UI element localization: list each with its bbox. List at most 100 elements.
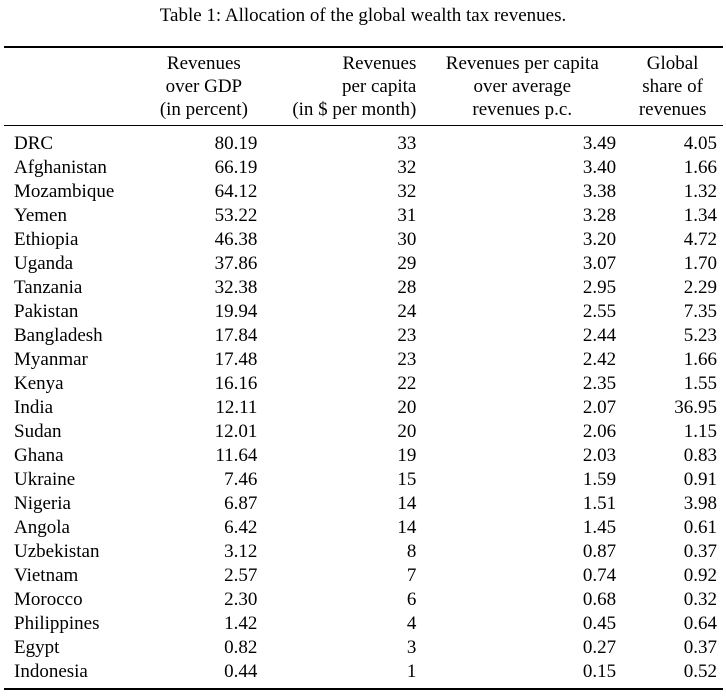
table-row: Uzbekistan 3.12 8 0.87 0.37 bbox=[4, 540, 723, 564]
header-global-share: Global share of revenues bbox=[638, 53, 707, 120]
cell-revenues-per-capita: 29 bbox=[397, 253, 417, 274]
cell-revenues-ratio: 0.27 bbox=[582, 637, 617, 658]
cell-global-share: 0.91 bbox=[683, 469, 717, 490]
cell-revenues-ratio: 3.40 bbox=[582, 157, 617, 178]
cell-revenues-per-capita: 19 bbox=[397, 445, 417, 466]
cell-revenues-over-gdp: 53.22 bbox=[214, 205, 258, 226]
cell-global-share: 7.35 bbox=[683, 301, 717, 322]
cell-country: Kenya bbox=[14, 373, 64, 394]
cell-global-share: 1.15 bbox=[683, 421, 717, 442]
cell-revenues-per-capita: 20 bbox=[397, 397, 417, 418]
cell-revenues-ratio: 1.45 bbox=[582, 517, 617, 538]
cell-revenues-over-gdp: 64.12 bbox=[214, 181, 258, 202]
table-row: Morocco 2.30 6 0.68 0.32 bbox=[4, 588, 723, 612]
cell-revenues-ratio: 3.38 bbox=[582, 181, 617, 202]
cell-revenues-ratio: 2.03 bbox=[582, 445, 617, 466]
cell-revenues-ratio: 2.42 bbox=[582, 349, 617, 370]
cell-revenues-over-gdp: 37.86 bbox=[214, 253, 258, 274]
cell-revenues-ratio: 0.74 bbox=[582, 565, 617, 586]
table-row: Yemen 53.22 31 3.28 1.34 bbox=[4, 204, 723, 228]
cell-revenues-over-gdp: 6.87 bbox=[224, 493, 258, 514]
cell-revenues-over-gdp: 17.84 bbox=[214, 325, 258, 346]
cell-global-share: 3.98 bbox=[683, 493, 717, 514]
cell-revenues-over-gdp: 0.44 bbox=[224, 661, 258, 682]
cell-revenues-per-capita: 28 bbox=[397, 277, 417, 298]
cell-global-share: 0.37 bbox=[683, 637, 717, 658]
cell-revenues-ratio: 1.59 bbox=[582, 469, 617, 490]
cell-global-share: 2.29 bbox=[683, 277, 717, 298]
table-row: Uganda 37.86 29 3.07 1.70 bbox=[4, 252, 723, 276]
cell-revenues-over-gdp: 16.16 bbox=[214, 373, 258, 394]
cell-revenues-per-capita: 7 bbox=[406, 565, 417, 586]
cell-revenues-per-capita: 8 bbox=[406, 541, 417, 562]
cell-global-share: 1.66 bbox=[683, 349, 717, 370]
cell-country: Yemen bbox=[14, 205, 67, 226]
table-row: DRC 80.19 33 3.49 4.05 bbox=[4, 126, 723, 157]
cell-country: Morocco bbox=[14, 589, 83, 610]
cell-revenues-per-capita: 6 bbox=[406, 589, 417, 610]
table-row: Ukraine 7.46 15 1.59 0.91 bbox=[4, 468, 723, 492]
cell-country: Sudan bbox=[14, 421, 62, 442]
cell-revenues-per-capita: 20 bbox=[397, 421, 417, 442]
cell-country: Vietnam bbox=[14, 565, 79, 586]
cell-global-share: 0.64 bbox=[683, 613, 717, 634]
cell-country: Pakistan bbox=[14, 301, 79, 322]
cell-revenues-ratio: 2.44 bbox=[582, 325, 617, 346]
cell-global-share: 4.72 bbox=[683, 229, 717, 250]
table-row: Mozambique 64.12 32 3.38 1.32 bbox=[4, 180, 723, 204]
cell-revenues-over-gdp: 19.94 bbox=[214, 301, 258, 322]
cell-revenues-ratio: 3.20 bbox=[582, 229, 617, 250]
cell-revenues-per-capita: 1 bbox=[406, 661, 417, 682]
cell-revenues-per-capita: 14 bbox=[397, 517, 417, 538]
cell-revenues-over-gdp: 0.82 bbox=[224, 637, 258, 658]
header-revenues-per-capita-over-average: Revenues per capita over average revenues … bbox=[445, 53, 599, 120]
cell-revenues-over-gdp: 46.38 bbox=[214, 229, 258, 250]
cell-revenues-ratio: 3.07 bbox=[582, 253, 617, 274]
cell-country: Ethiopia bbox=[14, 229, 79, 250]
cell-global-share: 0.92 bbox=[683, 565, 717, 586]
cell-country: Indonesia bbox=[14, 661, 88, 682]
cell-country: Myanmar bbox=[14, 349, 88, 370]
cell-country: Philippines bbox=[14, 613, 100, 634]
cell-revenues-per-capita: 33 bbox=[397, 133, 417, 154]
cell-global-share: 5.23 bbox=[683, 325, 717, 346]
cell-country: Egypt bbox=[14, 637, 60, 658]
table-row: Egypt 0.82 3 0.27 0.37 bbox=[4, 636, 723, 660]
cell-global-share: 0.37 bbox=[683, 541, 717, 562]
cell-global-share: 0.52 bbox=[683, 661, 717, 682]
cell-revenues-per-capita: 32 bbox=[397, 181, 417, 202]
cell-revenues-per-capita: 30 bbox=[397, 229, 417, 250]
header-revenues-per-capita: Revenues per capita (in $ per month) bbox=[292, 53, 417, 120]
cell-revenues-over-gdp: 6.42 bbox=[224, 517, 258, 538]
cell-country: Ghana bbox=[14, 445, 64, 466]
cell-revenues-over-gdp: 80.19 bbox=[214, 133, 258, 154]
cell-revenues-ratio: 0.45 bbox=[582, 613, 617, 634]
cell-revenues-over-gdp: 17.48 bbox=[214, 349, 258, 370]
table-row: Ghana 11.64 19 2.03 0.83 bbox=[4, 444, 723, 468]
cell-revenues-ratio: 2.95 bbox=[582, 277, 617, 298]
cell-revenues-ratio: 0.68 bbox=[582, 589, 617, 610]
cell-revenues-over-gdp: 7.46 bbox=[224, 469, 258, 490]
table-header: Revenues over GDP (in percent) Revenues per… bbox=[4, 47, 723, 126]
cell-revenues-ratio: 0.87 bbox=[582, 541, 617, 562]
cell-revenues-ratio: 2.35 bbox=[582, 373, 617, 394]
cell-global-share: 1.32 bbox=[683, 181, 717, 202]
cell-revenues-per-capita: 22 bbox=[397, 373, 417, 394]
cell-country: Mozambique bbox=[14, 181, 115, 202]
cell-revenues-ratio: 2.55 bbox=[582, 301, 617, 322]
cell-global-share: 1.70 bbox=[683, 253, 717, 274]
table-caption: Table 1: Allocation of the global wealth… bbox=[159, 5, 567, 26]
table-row: Sudan 12.01 20 2.06 1.15 bbox=[4, 420, 723, 444]
table-row: Ethiopia 46.38 30 3.20 4.72 bbox=[4, 228, 723, 252]
cell-revenues-ratio: 3.28 bbox=[582, 205, 617, 226]
cell-country: Uganda bbox=[14, 253, 74, 274]
cell-revenues-ratio: 0.15 bbox=[582, 661, 617, 682]
table-row: Pakistan 19.94 24 2.55 7.35 bbox=[4, 300, 723, 324]
cell-revenues-per-capita: 23 bbox=[397, 325, 417, 346]
cell-revenues-per-capita: 23 bbox=[397, 349, 417, 370]
cell-country: Nigeria bbox=[14, 493, 71, 514]
cell-revenues-ratio: 3.49 bbox=[582, 133, 617, 154]
table-row: Kenya 16.16 22 2.35 1.55 bbox=[4, 372, 723, 396]
cell-country: Angola bbox=[14, 517, 70, 538]
cell-revenues-per-capita: 3 bbox=[406, 637, 417, 658]
